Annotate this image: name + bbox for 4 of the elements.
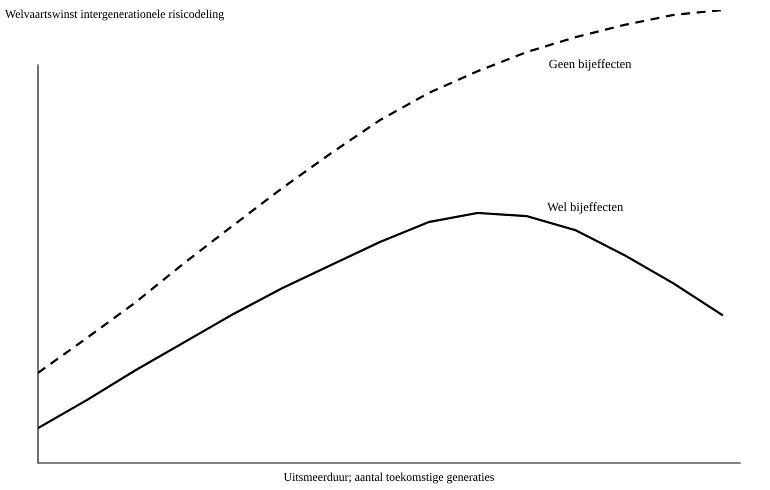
series-label: Wel bijeffecten [547,202,624,214]
x-axis-title: Uitsmeerduur; aantal toekomstige generaties [284,472,494,484]
series-label: Geen bijeffecten [549,59,632,71]
chart-title: Welvaartswinst intergenerationele risicodeling [5,10,224,20]
